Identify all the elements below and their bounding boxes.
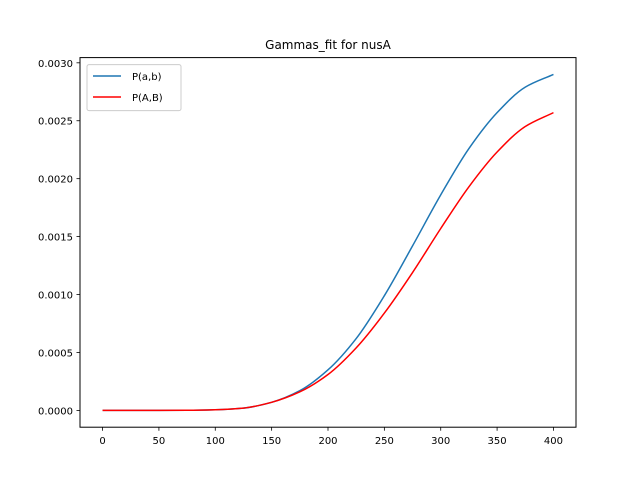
x-tick-label: 250 [375,436,394,447]
y-tick-label: 0.0005 [38,348,73,359]
y-tick-label: 0.0010 [38,291,73,302]
x-tick-label: 200 [318,436,337,447]
chart-title: Gammas_fit for nusA [265,38,391,52]
legend-label-series-1: P(a,b) [132,72,162,83]
series-layer [102,73,554,412]
series-line-2 [102,111,554,412]
legend: P(a,b) P(A,B) [86,64,182,112]
x-tick-label: 100 [206,436,225,447]
x-tick-label: 150 [262,436,281,447]
y-tick-label: 0.0015 [38,233,73,244]
legend-label-series-2: P(A,B) [132,93,163,104]
y-axis: 0.0000 0.0005 0.0010 0.0015 0.0020 0.0025 0.00… [38,59,80,417]
x-tick-label: 350 [488,436,507,447]
y-tick-label: 0.0020 [38,175,73,186]
y-tick-label: 0.0030 [38,59,73,70]
y-tick-label: 0.0025 [38,117,73,128]
x-tick-label: 300 [431,436,450,447]
x-axis: 0 50 100 150 200 250 300 350 400 [99,427,563,447]
x-tick-label: 0 [99,436,105,447]
y-tick-label: 0.0000 [38,406,73,417]
x-tick-label: 50 [153,436,166,447]
x-tick-label: 400 [544,436,563,447]
